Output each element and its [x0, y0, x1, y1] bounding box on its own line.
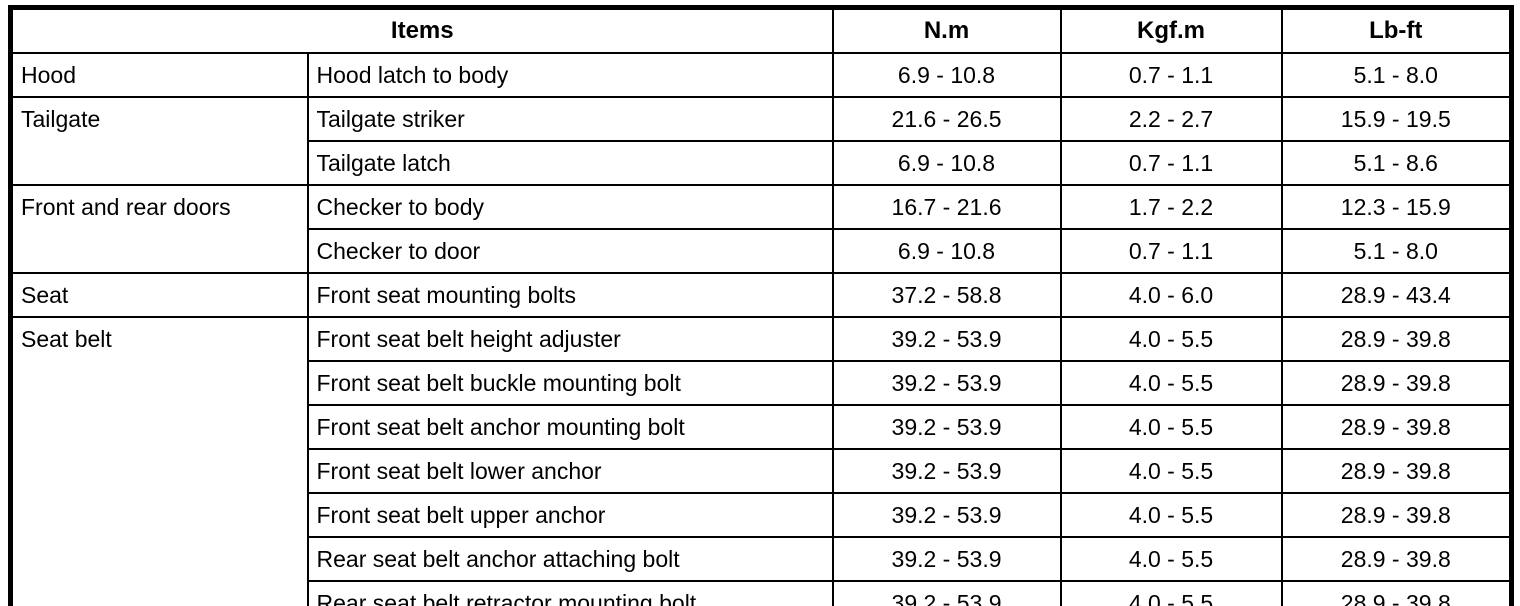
header-row: Items N.m Kgf.m Lb-ft — [9, 6, 1513, 54]
nm-value-cell: 6.9 - 10.8 — [831, 140, 1062, 186]
category-cell-seat-belt: Seat belt — [9, 316, 309, 606]
kgfm-value-cell: 0.7 - 1.1 — [1059, 228, 1283, 274]
kgfm-value-cell: 2.2 - 2.7 — [1059, 96, 1283, 142]
table-row: Rear seat belt retractor mounting bolt 3… — [11, 580, 1513, 606]
kgfm-value-cell: 4.0 - 5.5 — [1059, 360, 1283, 406]
item-cell: Front seat belt anchor mounting bolt — [306, 404, 834, 450]
item-cell: Checker to body — [306, 184, 834, 230]
lbft-value-cell: 28.9 - 39.8 — [1280, 316, 1513, 362]
lbft-value-cell: 28.9 - 39.8 — [1280, 360, 1513, 406]
kgfm-value-cell: 4.0 - 5.5 — [1059, 448, 1283, 494]
kgfm-column-header: Kgf.m — [1059, 6, 1283, 54]
lbft-value-cell: 5.1 - 8.6 — [1280, 140, 1513, 186]
table-row: Rear seat belt anchor attaching bolt 39.… — [11, 536, 1513, 582]
nm-column-header: N.m — [831, 6, 1062, 54]
kgfm-value-cell: 4.0 - 6.0 — [1059, 272, 1283, 318]
lbft-column-header: Lb-ft — [1280, 6, 1513, 54]
table-row: Front seat belt anchor mounting bolt 39.… — [11, 404, 1513, 450]
lbft-value-cell: 28.9 - 39.8 — [1280, 580, 1513, 606]
item-cell: Front seat mounting bolts — [306, 272, 834, 318]
table-row: Seat belt Front seat belt height adjuste… — [9, 316, 1513, 606]
table-row: Front seat belt buckle mounting bolt 39.… — [11, 360, 1513, 406]
table-row: Hood Hood latch to body 6.9 - 10.8 0.7 -… — [9, 52, 1513, 98]
table-row: Front and rear doors Checker to body 16.… — [9, 184, 1513, 274]
nm-value-cell: 39.2 - 53.9 — [831, 448, 1062, 494]
table-row: Seat Front seat mounting bolts 37.2 - 58… — [9, 272, 1513, 318]
kgfm-value-cell: 4.0 - 5.5 — [1059, 492, 1283, 538]
item-cell: Front seat belt upper anchor — [306, 492, 834, 538]
torque-spec-table: Items N.m Kgf.m Lb-ft Hood Hood latch to… — [8, 5, 1515, 606]
table-row: Tailgate Tailgate striker 21.6 - 26.5 2.… — [9, 96, 1513, 186]
category-cell-tailgate: Tailgate — [9, 96, 309, 186]
item-cell: Hood latch to body — [306, 52, 834, 98]
table-row: Checker to door 6.9 - 10.8 0.7 - 1.1 5.1… — [11, 228, 1513, 274]
kgfm-value-cell: 4.0 - 5.5 — [1059, 316, 1283, 362]
kgfm-value-cell: 0.7 - 1.1 — [1059, 140, 1283, 186]
nm-value-cell: 6.9 - 10.8 — [831, 228, 1062, 274]
item-cell: Front seat belt lower anchor — [306, 448, 834, 494]
nm-value-cell: 39.2 - 53.9 — [831, 536, 1062, 582]
table-row: Front seat belt upper anchor 39.2 - 53.9… — [11, 492, 1513, 538]
item-cell: Front seat belt buckle mounting bolt — [306, 360, 834, 406]
category-cell-seat: Seat — [9, 272, 309, 318]
nm-value-cell: 39.2 - 53.9 — [831, 360, 1062, 406]
item-cell: Rear seat belt anchor attaching bolt — [306, 536, 834, 582]
lbft-value-cell: 28.9 - 43.4 — [1280, 272, 1513, 318]
item-cell: Checker to door — [306, 228, 834, 274]
nm-value-cell: 37.2 - 58.8 — [831, 272, 1062, 318]
kgfm-value-cell: 4.0 - 5.5 — [1059, 536, 1283, 582]
table-row: Tailgate latch 6.9 - 10.8 0.7 - 1.1 5.1 … — [11, 140, 1513, 186]
item-cell: Front seat belt height adjuster — [306, 316, 834, 362]
lbft-value-cell: 5.1 - 8.0 — [1280, 228, 1513, 274]
nm-value-cell: 39.2 - 53.9 — [831, 580, 1062, 606]
item-cell: Tailgate latch — [306, 140, 834, 186]
nm-value-cell: 39.2 - 53.9 — [831, 404, 1062, 450]
nm-value-cell: 21.6 - 26.5 — [831, 96, 1062, 142]
nm-value-cell: 39.2 - 53.9 — [831, 316, 1062, 362]
nm-value-cell: 6.9 - 10.8 — [831, 52, 1062, 98]
lbft-value-cell: 15.9 - 19.5 — [1280, 96, 1513, 142]
category-cell-front-and-rear-doors: Front and rear doors — [9, 184, 309, 274]
table-row: Front seat belt lower anchor 39.2 - 53.9… — [11, 448, 1513, 494]
kgfm-value-cell: 0.7 - 1.1 — [1059, 52, 1283, 98]
kgfm-value-cell: 4.0 - 5.5 — [1059, 580, 1283, 606]
lbft-value-cell: 5.1 - 8.0 — [1280, 52, 1513, 98]
item-cell: Tailgate striker — [306, 96, 834, 142]
lbft-value-cell: 28.9 - 39.8 — [1280, 492, 1513, 538]
lbft-value-cell: 28.9 - 39.8 — [1280, 404, 1513, 450]
kgfm-value-cell: 4.0 - 5.5 — [1059, 404, 1283, 450]
lbft-value-cell: 28.9 - 39.8 — [1280, 536, 1513, 582]
nm-value-cell: 16.7 - 21.6 — [831, 184, 1062, 230]
items-column-header: Items — [9, 6, 834, 54]
kgfm-value-cell: 1.7 - 2.2 — [1059, 184, 1283, 230]
category-cell-hood: Hood — [9, 52, 309, 98]
item-cell: Rear seat belt retractor mounting bolt — [306, 580, 834, 606]
nm-value-cell: 39.2 - 53.9 — [831, 492, 1062, 538]
lbft-value-cell: 12.3 - 15.9 — [1280, 184, 1513, 230]
lbft-value-cell: 28.9 - 39.8 — [1280, 448, 1513, 494]
